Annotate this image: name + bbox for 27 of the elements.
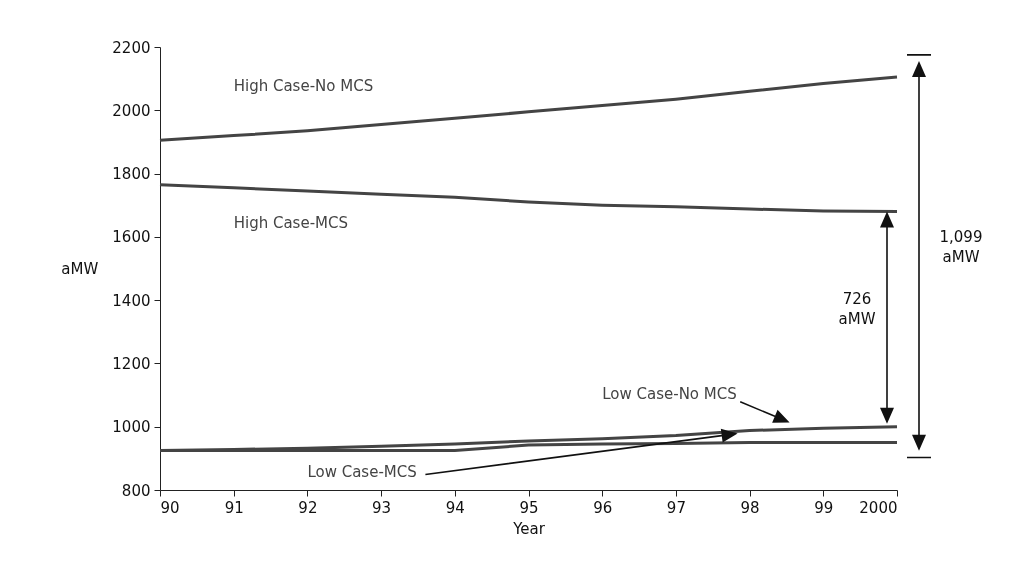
series-label: High Case-MCS	[233, 213, 349, 232]
x-tick-label: 95	[519, 498, 539, 517]
x-tick-label: 96	[593, 498, 613, 517]
y-axis-title: aMW	[61, 260, 99, 278]
y-tick-label: 1800	[112, 165, 151, 184]
x-tick-label: 94	[445, 498, 465, 517]
y-tick-label: 2000	[112, 101, 151, 120]
x-tick-label: 2000	[859, 498, 898, 517]
series-label: Low Case-No MCS	[602, 384, 737, 403]
annotation: 726 aMW	[838, 290, 876, 329]
x-tick-label: 92	[298, 498, 318, 517]
y-tick-label: 1600	[112, 228, 151, 247]
x-axis-title: Year	[512, 519, 546, 538]
y-tick-label: 1200	[112, 354, 151, 373]
y-tick-label: 1000	[112, 418, 151, 437]
y-tick-label: 2200	[112, 38, 151, 57]
x-tick-label: 93	[372, 498, 392, 517]
y-tick-label: 1400	[112, 291, 151, 310]
x-tick-label: 91	[224, 498, 244, 517]
text: 1,099 aMW	[939, 227, 983, 266]
x-tick-label: 98	[740, 498, 760, 517]
series-label: Low Case-MCS	[307, 463, 417, 482]
x-tick-label: 90	[160, 498, 180, 517]
y-tick-label: 800	[121, 481, 151, 500]
x-tick-label: 99	[814, 498, 834, 517]
text: High Case-No MCS	[233, 76, 374, 95]
x-tick-label: 97	[666, 498, 686, 517]
